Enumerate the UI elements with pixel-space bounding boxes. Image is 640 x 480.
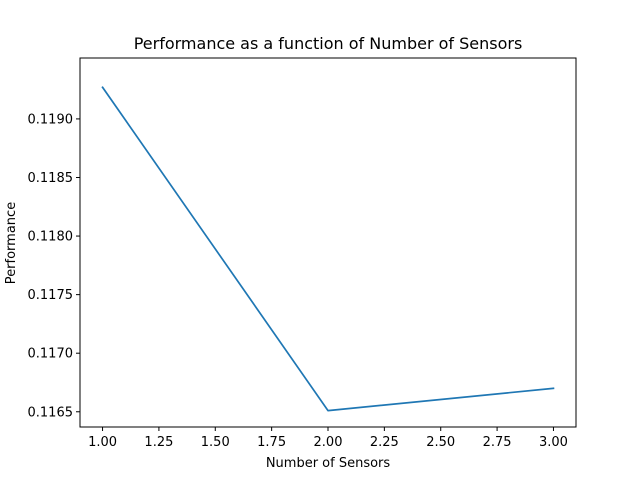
plot-area (79, 57, 577, 428)
series-line (101, 86, 555, 412)
chart-title: Performance as a function of Number of S… (134, 34, 523, 53)
x-tick-label: 2.50 (426, 435, 455, 450)
x-tick-label: 2.00 (314, 435, 343, 450)
y-tick-label: 0.1165 (28, 405, 74, 420)
x-tick-label: 1.25 (144, 435, 173, 450)
y-axis-label: Performance (4, 202, 19, 284)
x-tick-label: 3.00 (539, 435, 568, 450)
y-tick-label: 0.1170 (28, 347, 74, 362)
y-tick-label: 0.1180 (28, 230, 74, 245)
y-tick-label: 0.1190 (28, 112, 74, 127)
x-tick-label: 1.75 (257, 435, 286, 450)
x-axis-label: Number of Sensors (266, 456, 391, 471)
y-tick-label: 0.1185 (28, 171, 74, 186)
x-axis-ticks: 1.00 1.25 1.50 1.75 2.00 2.25 2.50 2.75 3.00 (88, 427, 568, 450)
x-tick-label: 2.25 (370, 435, 399, 450)
y-tick-label: 0.1175 (28, 288, 74, 303)
x-tick-label: 1.50 (201, 435, 230, 450)
x-tick-label: 1.00 (88, 435, 117, 450)
y-axis-ticks: 0.1165 0.1170 0.1175 0.1180 0.1185 0.1190 (28, 112, 80, 420)
plot-frame (79, 57, 577, 428)
x-tick-label: 2.75 (483, 435, 512, 450)
series-layer (101, 86, 555, 412)
